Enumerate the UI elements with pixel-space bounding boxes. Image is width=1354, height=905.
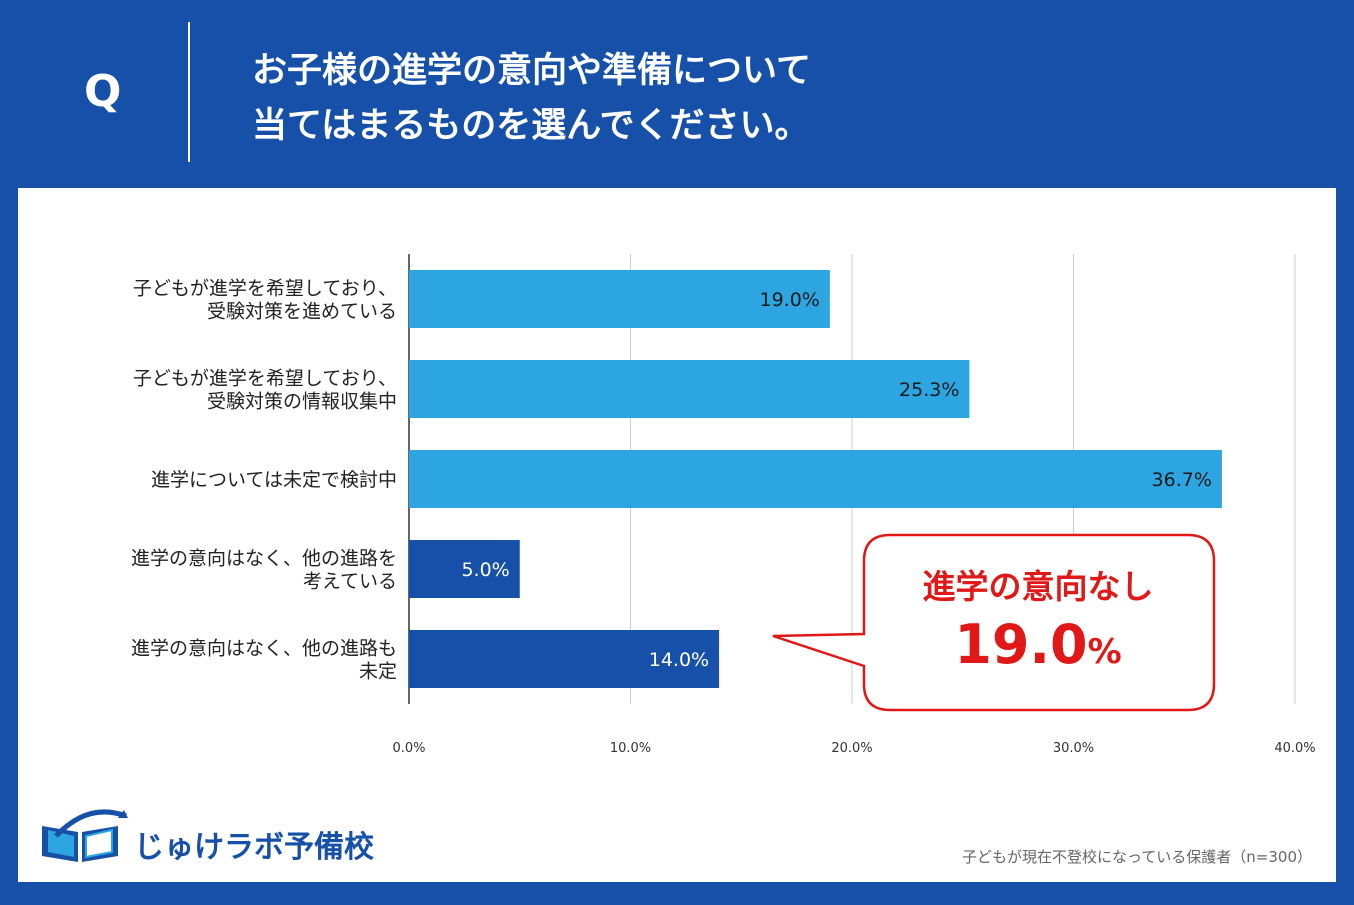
annotation-value-unit: %: [1088, 632, 1122, 672]
category-label: 未定: [359, 661, 397, 683]
question-title-line1: お子様の進学の意向や準備について: [252, 51, 811, 91]
category-label: 進学の意向はなく、他の進路も: [131, 638, 397, 660]
x-tick-label: 40.0%: [1274, 741, 1315, 756]
category-label: 考えている: [303, 571, 397, 593]
chart-category-labels: 子どもが進学を希望しており、受験対策を進めている子どもが進学を希望しており、受験…: [131, 278, 397, 683]
annotation-value: 19.0%: [954, 613, 1121, 676]
question-title-line2: 当てはまるものを選んでください。: [252, 106, 810, 146]
bar-value-label: 25.3%: [899, 379, 959, 401]
x-tick-label: 20.0%: [831, 741, 872, 756]
category-label: 子どもが進学を希望しており、: [133, 368, 397, 390]
x-tick-label: 30.0%: [1053, 741, 1094, 756]
x-tick-label: 10.0%: [610, 741, 651, 756]
bar-value-label: 19.0%: [759, 289, 819, 311]
bar: [409, 540, 520, 598]
question-title: お子様の進学の意向や準備について 当てはまるものを選んでください。: [252, 44, 811, 154]
category-label: 子どもが進学を希望しており、: [133, 278, 397, 300]
bar-value-label: 5.0%: [461, 559, 509, 581]
bar-value-label: 14.0%: [649, 649, 709, 671]
annotation-title: 進学の意向なし: [923, 567, 1154, 606]
header-divider: [188, 22, 190, 162]
bar: [409, 360, 970, 418]
bar-chart: 19.0%25.3%36.7%5.0%14.0% 子どもが進学を希望しており、受…: [131, 254, 1316, 756]
annotation-value-number: 19.0: [954, 613, 1087, 676]
bar: [409, 450, 1222, 508]
bar-value-label: 36.7%: [1152, 469, 1212, 491]
category-label: 受験対策の情報収集中: [207, 391, 397, 413]
bar: [409, 270, 830, 328]
bar: [409, 630, 720, 688]
question-header: Q お子様の進学の意向や準備について 当てはまるものを選んでください。: [0, 0, 1354, 188]
source-note: 子どもが現在不登校になっている保護者（n=300）: [962, 848, 1312, 866]
category-label: 進学の意向はなく、他の進路を: [131, 548, 397, 570]
chart-x-tick-labels: 0.0% 10.0% 20.0% 30.0% 40.0%: [392, 741, 1315, 756]
x-tick-label: 0.0%: [392, 741, 425, 756]
book-logo-icon: [42, 809, 128, 862]
chart-panel: 19.0% 25.3% 36.7% 5.0% 14.0% 子どもが進学を希望しており、受…: [18, 188, 1336, 882]
category-label: 受験対策を進めている: [207, 301, 397, 323]
brand-logo: じゅけラボ予備校: [38, 806, 374, 866]
chart-bars: 19.0% 25.3% 36.7% 5.0% 14.0%: [409, 270, 1222, 688]
q-mark: Q: [84, 66, 122, 117]
category-label: 進学については未定で検討中: [151, 469, 397, 491]
brand-name: じゅけラボ予備校: [134, 830, 374, 865]
annotation-callout: 進学の意向なし 19.0%: [772, 533, 1216, 712]
annotation-callout-bubble: [772, 533, 1216, 712]
